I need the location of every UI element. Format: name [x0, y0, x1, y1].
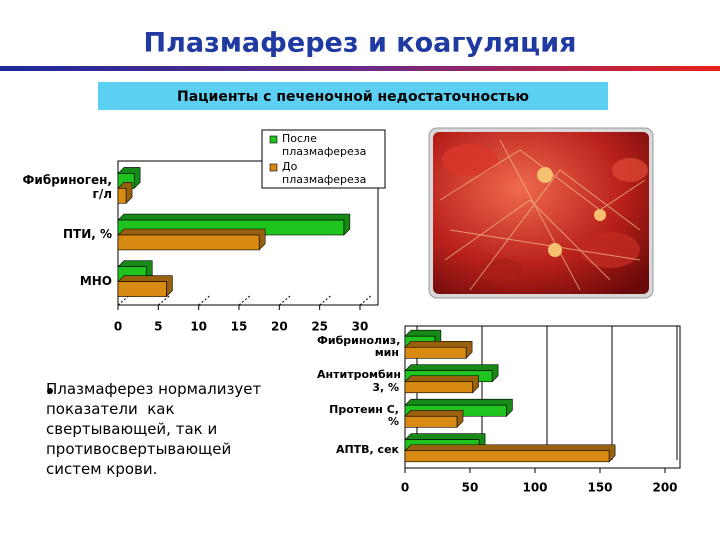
bar — [117, 188, 127, 204]
bullet-text: свертывающей, так и — [46, 420, 218, 438]
category-label: Фибринолиз, мин — [317, 333, 401, 360]
x-tick-label: 25 — [311, 320, 328, 334]
x-tick-label: 5 — [154, 320, 162, 334]
x-tick-label: 50 — [462, 481, 479, 495]
subtitle: Пациенты с печеночной недостаточностью — [177, 89, 529, 105]
floor-line — [279, 294, 292, 306]
category-label: АПТВ, сек — [335, 443, 399, 457]
legend-swatch — [269, 135, 278, 144]
bar — [117, 281, 167, 297]
legend-box — [261, 129, 386, 189]
x-tick-label: 100 — [522, 481, 547, 495]
legend-swatch — [269, 163, 278, 172]
title-rule — [0, 66, 720, 71]
floor-line — [238, 294, 252, 306]
x-tick-label: 30 — [352, 320, 369, 334]
floor-line — [158, 294, 171, 306]
x-tick-label: 0 — [401, 481, 409, 495]
x-tick-label: 150 — [587, 481, 612, 495]
x-tick-label: 200 — [652, 481, 677, 495]
bar — [404, 450, 610, 463]
bar — [404, 346, 467, 359]
floor-line — [198, 294, 211, 306]
subtitle-box — [98, 82, 608, 110]
floor-line — [359, 294, 373, 306]
bar — [404, 381, 473, 394]
x-tick-label: 0 — [114, 320, 122, 334]
bullet-text: Плазмаферез нормализует — [46, 380, 262, 398]
plot-frame — [404, 325, 681, 469]
bullet-dot — [47, 388, 53, 394]
category-label: Протеин С, % — [329, 402, 399, 429]
legend-label: До плазмафереза — [282, 160, 367, 186]
category-label: МНО — [79, 273, 112, 288]
category-label: ПТИ, % — [62, 227, 112, 241]
bullet-text: противосвертывающей — [46, 440, 232, 458]
legend-label: После плазмафереза — [282, 132, 367, 158]
x-tick-label: 10 — [190, 320, 207, 334]
bar — [117, 234, 260, 251]
slide-title: Плазмаферез и коагуляция — [144, 28, 577, 59]
x-tick-label: 15 — [231, 320, 248, 334]
category-label: Фибриноген, г/л — [22, 173, 112, 202]
floor-line — [319, 294, 332, 306]
blood-image — [428, 127, 654, 299]
bullet-text: систем крови. — [46, 460, 158, 478]
x-tick-label: 20 — [271, 320, 288, 334]
bar — [404, 415, 458, 428]
bullet-text: показатели как — [46, 400, 175, 418]
category-label: Антитромбин 3, % — [317, 368, 401, 394]
